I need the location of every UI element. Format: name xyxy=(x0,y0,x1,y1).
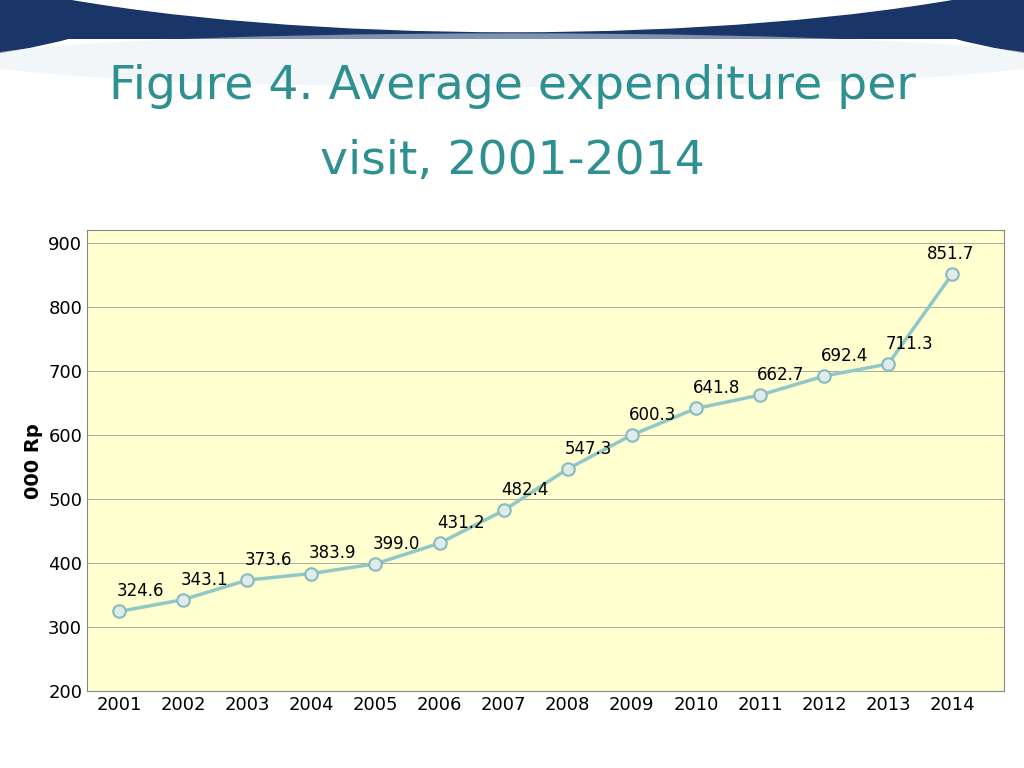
Text: 399.0: 399.0 xyxy=(373,535,420,553)
Text: 641.8: 641.8 xyxy=(693,379,740,397)
Text: 851.7: 851.7 xyxy=(928,245,975,263)
Text: 383.9: 383.9 xyxy=(308,545,356,562)
Text: 324.6: 324.6 xyxy=(117,582,164,601)
Text: 662.7: 662.7 xyxy=(757,366,805,384)
Ellipse shape xyxy=(0,0,1024,32)
Text: 343.1: 343.1 xyxy=(180,571,228,588)
Text: 711.3: 711.3 xyxy=(886,335,933,353)
Ellipse shape xyxy=(819,0,1024,65)
Text: 482.4: 482.4 xyxy=(501,482,548,499)
Bar xyxy=(0,0,1024,38)
Ellipse shape xyxy=(0,33,1024,87)
Text: 547.3: 547.3 xyxy=(565,440,612,458)
Text: 600.3: 600.3 xyxy=(629,406,677,424)
Text: fppt.com: fppt.com xyxy=(51,736,120,750)
Text: 373.6: 373.6 xyxy=(245,551,292,569)
Text: 431.2: 431.2 xyxy=(437,514,484,532)
Y-axis label: 000 Rp: 000 Rp xyxy=(24,423,43,498)
Text: 692.4: 692.4 xyxy=(821,347,868,365)
Text: Figure 4. Average expenditure per: Figure 4. Average expenditure per xyxy=(109,64,915,108)
Ellipse shape xyxy=(0,0,205,65)
Text: visit, 2001-2014: visit, 2001-2014 xyxy=(319,139,705,184)
